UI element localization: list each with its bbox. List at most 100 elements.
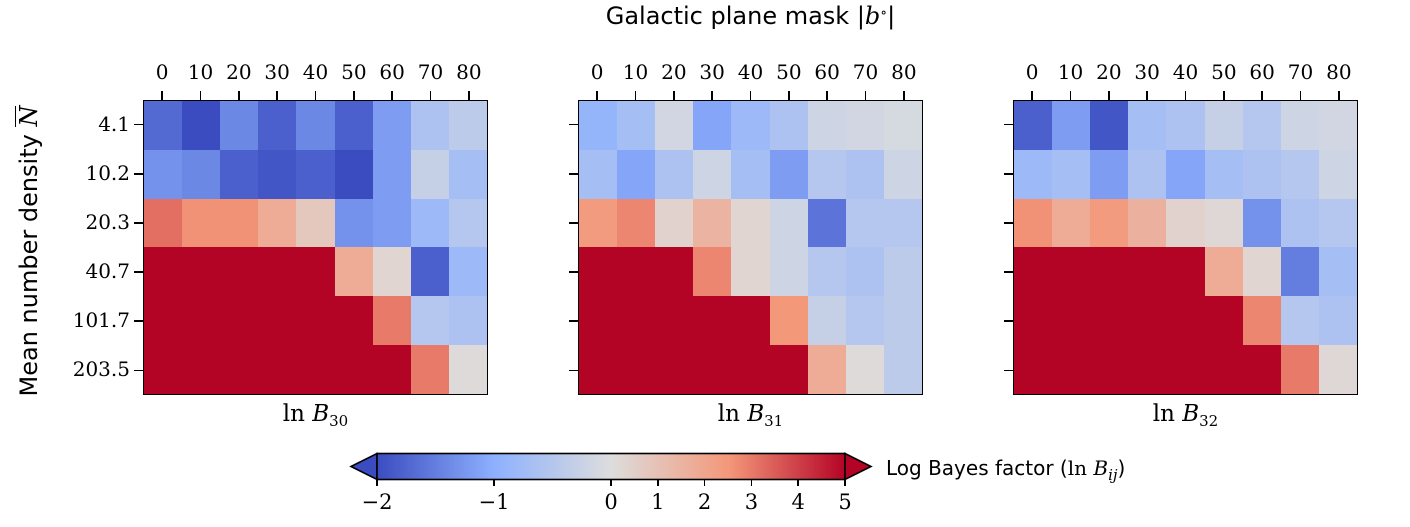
colorbar-tick-label: 3 (744, 490, 759, 514)
y-tick-label: 4.1 (98, 111, 130, 136)
heatmap-cell (334, 149, 373, 199)
heatmap-cell (731, 345, 770, 394)
heatmap-cell (1090, 198, 1129, 248)
heatmap-cell (655, 101, 694, 150)
heatmap-cell (731, 247, 770, 297)
x-tick-label: 40 (302, 60, 329, 84)
x-tick (353, 91, 355, 100)
heatmap-cell (296, 101, 335, 150)
heatmap-cell (1166, 198, 1205, 248)
heatmap-cell (144, 296, 183, 346)
heatmap-cell (334, 101, 373, 150)
heatmap-cell (769, 101, 808, 150)
heatmap-cell (296, 149, 335, 199)
x-tick-label: 70 (1287, 60, 1314, 84)
heatmap-cell (579, 101, 618, 150)
heatmap-cell (258, 345, 297, 394)
colorbar-tick (703, 479, 706, 486)
y-tick-label: 20.3 (85, 209, 130, 234)
heatmap-cell (1318, 149, 1357, 199)
y-tick (569, 271, 578, 273)
heatmap-cell (182, 149, 221, 199)
colorbar-tick (376, 479, 378, 486)
heatmap-cell (1204, 149, 1243, 199)
heatmap-cell (448, 247, 487, 297)
heatmap-cell (1318, 296, 1357, 346)
y-tick (1004, 369, 1013, 372)
x-tick (238, 91, 240, 100)
heatmap-cell (845, 101, 884, 150)
x-tick-label: 10 (187, 60, 214, 84)
heatmap-cell (1280, 345, 1319, 394)
heatmap-cell (334, 296, 373, 346)
y-tick (1004, 320, 1013, 323)
colorbar-tick (657, 479, 659, 486)
heatmap-cell (883, 198, 922, 248)
heatmap-cell (144, 198, 183, 248)
heatmap-cell (1090, 296, 1129, 346)
y-tick (569, 222, 578, 224)
heatmap-cell (296, 296, 335, 346)
heatmap-cell (144, 101, 183, 150)
y-tick (134, 320, 143, 323)
heatmap-cell (693, 101, 732, 150)
colorbar-tick-label: 0 (604, 490, 618, 514)
y-tick (134, 222, 143, 224)
heatmap-cell (1318, 101, 1357, 150)
heatmap-cell (182, 247, 221, 297)
heatmap-cell (693, 149, 732, 199)
heatmap-cell (845, 198, 884, 248)
heatmap-cell (410, 198, 449, 248)
heatmap-cell (883, 345, 922, 394)
heatmap-cell (1014, 198, 1053, 248)
y-tick (1004, 123, 1013, 126)
heatmap-cell (845, 247, 884, 297)
heatmap-cell (731, 198, 770, 248)
panel-label-ln: ln (282, 401, 313, 427)
y-tick-label: 10.2 (85, 160, 130, 185)
heatmap-cell (182, 296, 221, 346)
heatmap-cell (220, 247, 259, 297)
heatmap-cell (1204, 247, 1243, 297)
panel-label-sub: 30 (329, 412, 349, 430)
title-degree-symbol: ∘ (880, 5, 888, 21)
title-text-suffix: | (887, 2, 896, 30)
y-tick (569, 369, 578, 372)
x-tick-label: 20 (1096, 60, 1122, 84)
colorbar-tick (493, 479, 495, 486)
heatmap-cell (1280, 198, 1319, 248)
colorbar-under-arrow (349, 452, 378, 481)
panel-label-ln: ln (717, 401, 748, 427)
x-tick-label: 30 (1134, 60, 1160, 84)
x-tick-label: 80 (891, 60, 917, 84)
heatmap-cell (1242, 101, 1281, 150)
heatmap-cell (845, 296, 884, 346)
x-tick (1261, 91, 1263, 100)
heatmap-cell (1128, 345, 1167, 394)
x-tick-label: 0 (1025, 60, 1039, 84)
heatmap-cell (807, 345, 846, 394)
x-tick-label: 70 (852, 60, 879, 84)
heatmap-cell (372, 101, 411, 150)
x-tick (314, 91, 317, 100)
y-tick (134, 369, 143, 372)
heatmap-cell (258, 247, 297, 297)
heatmap-cell (1242, 198, 1281, 248)
panel-label-var: B (312, 401, 330, 427)
heatmap-cell (220, 149, 259, 199)
heatmap-cell (258, 149, 297, 199)
colorbar-label-ln: ln (1067, 456, 1094, 480)
x-tick (673, 91, 675, 100)
heatmap-cell (372, 149, 411, 199)
heatmap-cell (1204, 296, 1243, 346)
x-tick (1299, 91, 1302, 100)
colorbar-gradient-bar (376, 452, 846, 481)
heatmap-cell (807, 198, 846, 248)
x-tick (1184, 91, 1187, 100)
heatmap-cell (144, 247, 183, 297)
heatmap-cell (1014, 296, 1053, 346)
x-tick-label: 10 (1057, 60, 1084, 84)
heatmap-cell (1052, 296, 1091, 346)
colorbar-tick-label: 2 (697, 490, 712, 514)
